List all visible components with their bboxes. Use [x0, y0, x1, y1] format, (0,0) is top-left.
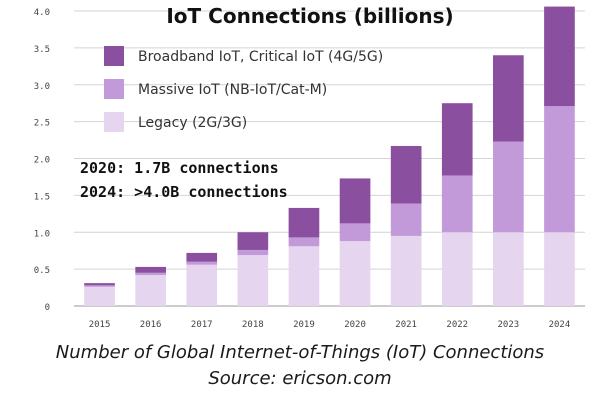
bar-segment	[544, 106, 575, 233]
bar-segment	[186, 261, 218, 265]
bar-segment	[493, 141, 524, 233]
legend-swatch	[104, 112, 124, 132]
bar-segment	[390, 203, 422, 236]
bar-segment	[441, 103, 473, 176]
y-tick-label: 0.5	[34, 266, 50, 276]
bar-segment	[493, 55, 524, 142]
x-tick-label: 2016	[140, 320, 162, 330]
bar-segment	[441, 175, 473, 233]
y-tick-label: 3.5	[34, 45, 50, 55]
bar-segment	[84, 286, 115, 306]
y-tick-label: 1.5	[34, 192, 50, 202]
legend-label: Massive IoT (NB-IoT/Cat-M)	[138, 82, 327, 98]
bar-segment	[237, 249, 269, 256]
bar-segment	[390, 235, 422, 306]
x-tick-label: 2023	[498, 320, 520, 330]
x-tick-label: 2017	[191, 320, 213, 330]
bars	[84, 6, 575, 306]
bar-segment	[135, 272, 166, 276]
legend: Broadband IoT, Critical IoT (4G/5G) Massi…	[104, 46, 383, 132]
bar-segment	[339, 223, 371, 242]
x-tick-label: 2019	[293, 320, 315, 330]
x-tick-label: 2018	[242, 320, 264, 330]
bar-segment	[339, 241, 371, 306]
x-tick-label: 2024	[549, 320, 571, 330]
x-tick-label: 2020	[344, 320, 366, 330]
y-axis: 0 0.5 1.0 1.5 2.0 2.5 3.0 3.5 4.0	[34, 8, 50, 313]
bar-segment	[493, 232, 524, 306]
bar-segment	[84, 283, 115, 286]
caption-title: Number of Global Internet-of-Things (IoT…	[55, 342, 545, 363]
bar-segment	[544, 6, 575, 107]
y-tick-label: 2.0	[34, 156, 50, 166]
bar-segment	[186, 252, 218, 262]
x-tick-label: 2022	[446, 320, 468, 330]
bar-segment	[339, 178, 371, 224]
bar-segment	[288, 237, 320, 247]
y-tick-label: 3.0	[34, 82, 50, 92]
annotation-2020: 2020: 1.7B connections	[80, 159, 279, 177]
bar-segment	[288, 207, 320, 238]
bar-segment	[441, 232, 473, 306]
bar-segment	[135, 266, 166, 273]
y-tick-label: 1.0	[34, 229, 50, 239]
y-tick-label: 4.0	[34, 8, 50, 18]
bar-segment	[135, 275, 166, 306]
y-tick-label: 0	[45, 303, 50, 313]
x-tick-label: 2021	[395, 320, 417, 330]
bar-segment	[237, 255, 269, 306]
bar-segment	[544, 232, 575, 306]
x-axis: 2015 2016 2017 2018 2019 2020 2021 2022 2023 2024	[89, 320, 571, 330]
chart-title: IoT Connections (billions)	[166, 4, 453, 28]
bar-segment	[186, 264, 218, 306]
chart: 00.51.01.52.02.53.03.54.0 2015 2016 2017 20…	[34, 4, 585, 330]
legend-label: Broadband IoT, Critical IoT (4G/5G)	[138, 49, 383, 65]
bar-segment	[237, 232, 269, 250]
caption-source: Source: ericson.com	[208, 368, 392, 389]
legend-swatch	[104, 79, 124, 99]
annotation-2024: 2024: >4.0B connections	[80, 183, 288, 201]
legend-label: Legacy (2G/3G)	[138, 115, 247, 131]
bar-segment	[84, 285, 115, 287]
y-tick-label: 2.5	[34, 119, 50, 129]
bar-segment	[390, 145, 422, 204]
legend-swatch	[104, 46, 124, 66]
x-tick-label: 2015	[89, 320, 111, 330]
bar-segment	[288, 246, 320, 306]
